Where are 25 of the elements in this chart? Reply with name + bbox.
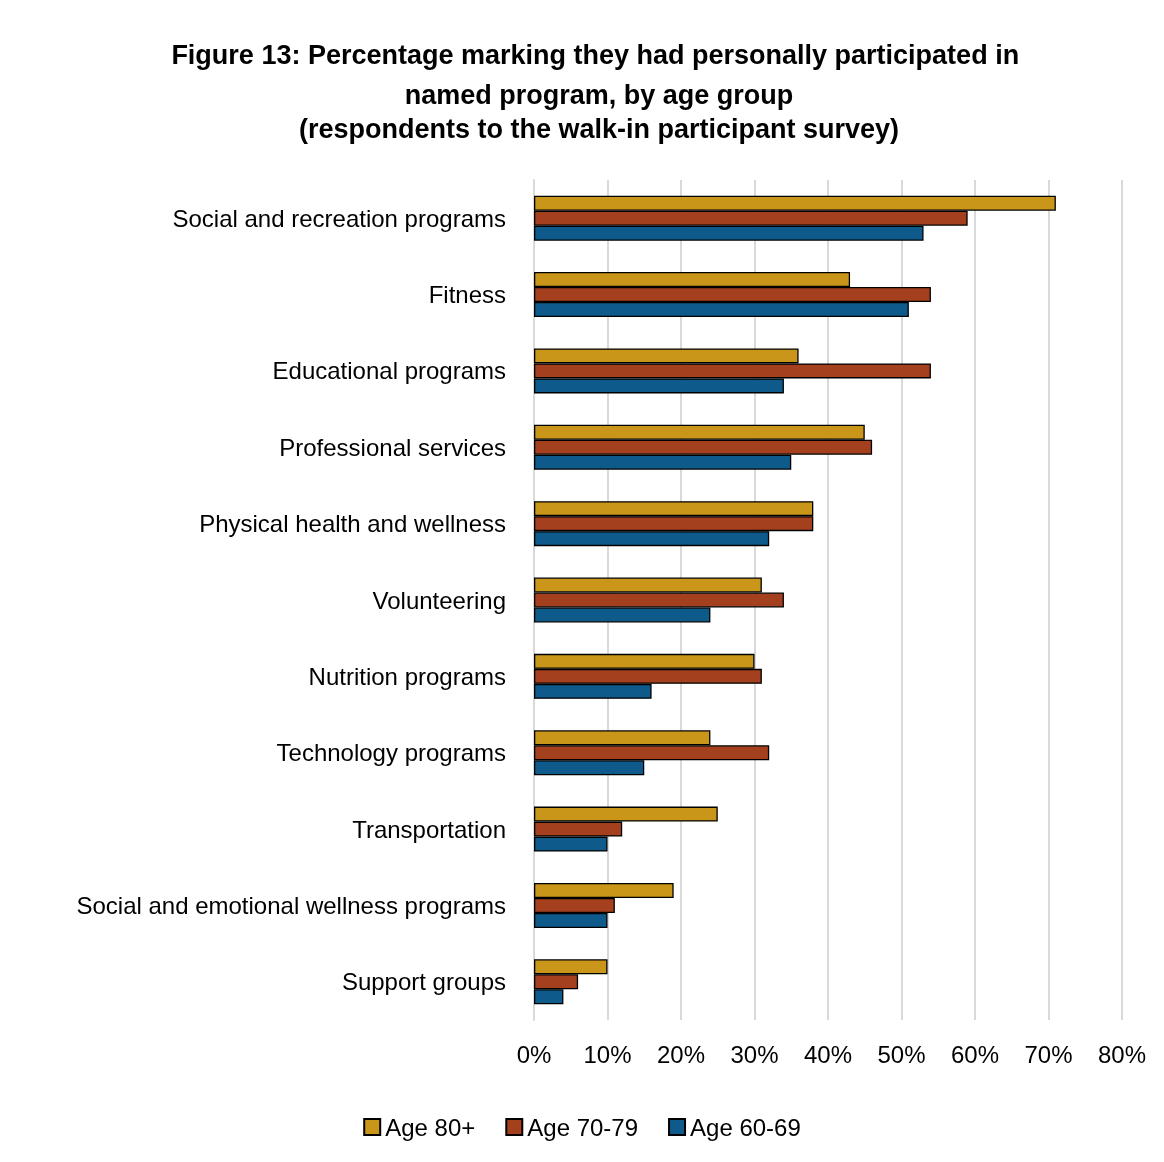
y-tick-label: Volunteering [372,586,506,614]
y-tick-label: Fitness [428,281,506,309]
chart-subtitle: (respondents to the walk-in participant survey) [298,113,900,144]
y-tick-label: Physical health and wellness [199,510,506,538]
x-tick-label: 20% [656,1040,706,1068]
y-tick-label: Support groups [341,968,506,996]
x-tick-label: 60% [950,1040,1000,1068]
x-tick-label: 30% [730,1040,779,1068]
y-tick-label: Educational programs [272,357,506,385]
x-tick-label: 10% [583,1040,632,1068]
x-tick-label: 50% [877,1040,926,1068]
x-tick-label: 40% [803,1040,853,1068]
x-tick-label: 0% [516,1040,552,1068]
x-tick-label: 70% [1024,1040,1073,1068]
y-tick-label: Social and recreation programs [172,204,506,232]
y-tick-label: Transportation [352,815,506,843]
chart-title: Figure 13: Percentage marking they had personally participated in named program, by age group [171,40,1027,110]
y-tick-label: Professional services [279,433,506,461]
legend-label: Age 80+ [385,1113,476,1141]
y-tick-label: Social and emotional wellness programs [76,891,506,919]
y-tick-label: Nutrition programs [308,662,506,690]
legend-label: Age 70-79 [527,1113,639,1141]
legend-label: Age 60-69 [690,1113,801,1141]
x-tick-label: 80% [1097,1040,1147,1068]
y-tick-label: Technology programs [276,739,506,767]
